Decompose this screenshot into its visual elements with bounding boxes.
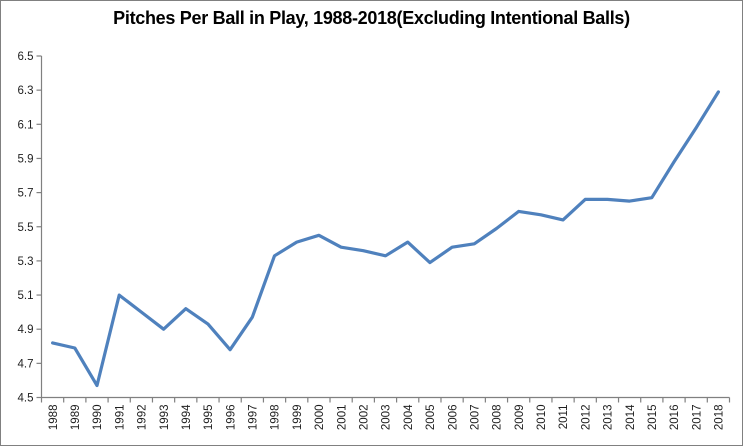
x-tick-label: 2015 — [647, 405, 659, 431]
x-tick-label: 1991 — [114, 405, 126, 431]
x-tick-label: 2013 — [603, 405, 615, 431]
x-tick-label: 1993 — [159, 405, 171, 431]
x-tick-label: 2000 — [314, 405, 326, 431]
x-tick-label: 2001 — [336, 405, 348, 431]
x-tick-label: 1994 — [181, 404, 193, 430]
x-tick-label: 2017 — [691, 405, 703, 431]
y-tick-label: 5.1 — [18, 290, 34, 302]
series-line — [50, 90, 721, 388]
x-tick-label: 1996 — [225, 405, 237, 431]
x-tick-label: 2006 — [447, 405, 459, 431]
y-tick-label: 5.7 — [18, 188, 34, 200]
x-tick-label: 2003 — [381, 405, 393, 431]
y-tick-label: 5.3 — [18, 256, 34, 268]
x-tick-label: 2010 — [536, 405, 548, 431]
x-tick-label: 2016 — [669, 405, 681, 431]
axes — [36, 55, 731, 403]
y-tick-label: 6.3 — [18, 85, 34, 97]
x-tick-label: 2012 — [580, 405, 592, 431]
chart-title: Pitches Per Ball in Play, 1988-2018(Excl… — [113, 8, 630, 28]
x-tick-label: 1989 — [70, 405, 82, 431]
data-series — [50, 90, 721, 388]
y-tick-label: 5.9 — [18, 153, 34, 165]
axis-labels: 6.5 6.3 6.1 5.9 5.7 5.5 5.3 5.1 4.9 4.7 4.5 1988 198… — [18, 51, 726, 430]
x-tick-label: 2011 — [558, 405, 570, 430]
x-tick-label: 1999 — [292, 405, 304, 431]
x-tick-label: 2009 — [514, 405, 526, 431]
x-tick-label: 2004 — [403, 404, 415, 430]
y-tick-label: 6.1 — [18, 119, 34, 131]
y-tick-label: 6.5 — [18, 51, 34, 63]
x-tick-label: 1997 — [248, 405, 260, 431]
x-tick-label: 1992 — [137, 405, 149, 431]
x-tick-label: 2018 — [714, 405, 726, 431]
x-tick-label: 1988 — [48, 405, 60, 431]
y-tick-label: 5.5 — [18, 222, 34, 234]
x-tick-label: 2014 — [625, 404, 637, 430]
y-tick-label: 4.9 — [18, 324, 34, 336]
x-tick-label: 2005 — [425, 405, 437, 431]
x-tick-label: 2008 — [492, 404, 504, 430]
x-tick-label: 1998 — [270, 405, 282, 431]
x-tick-label: 2002 — [359, 405, 371, 431]
y-tick-label: 4.5 — [18, 393, 34, 405]
x-tick-label: 2007 — [469, 405, 481, 431]
x-tick-label: 1990 — [92, 405, 104, 431]
y-tick-label: 4.7 — [18, 358, 34, 370]
x-tick-label: 1995 — [203, 405, 215, 431]
